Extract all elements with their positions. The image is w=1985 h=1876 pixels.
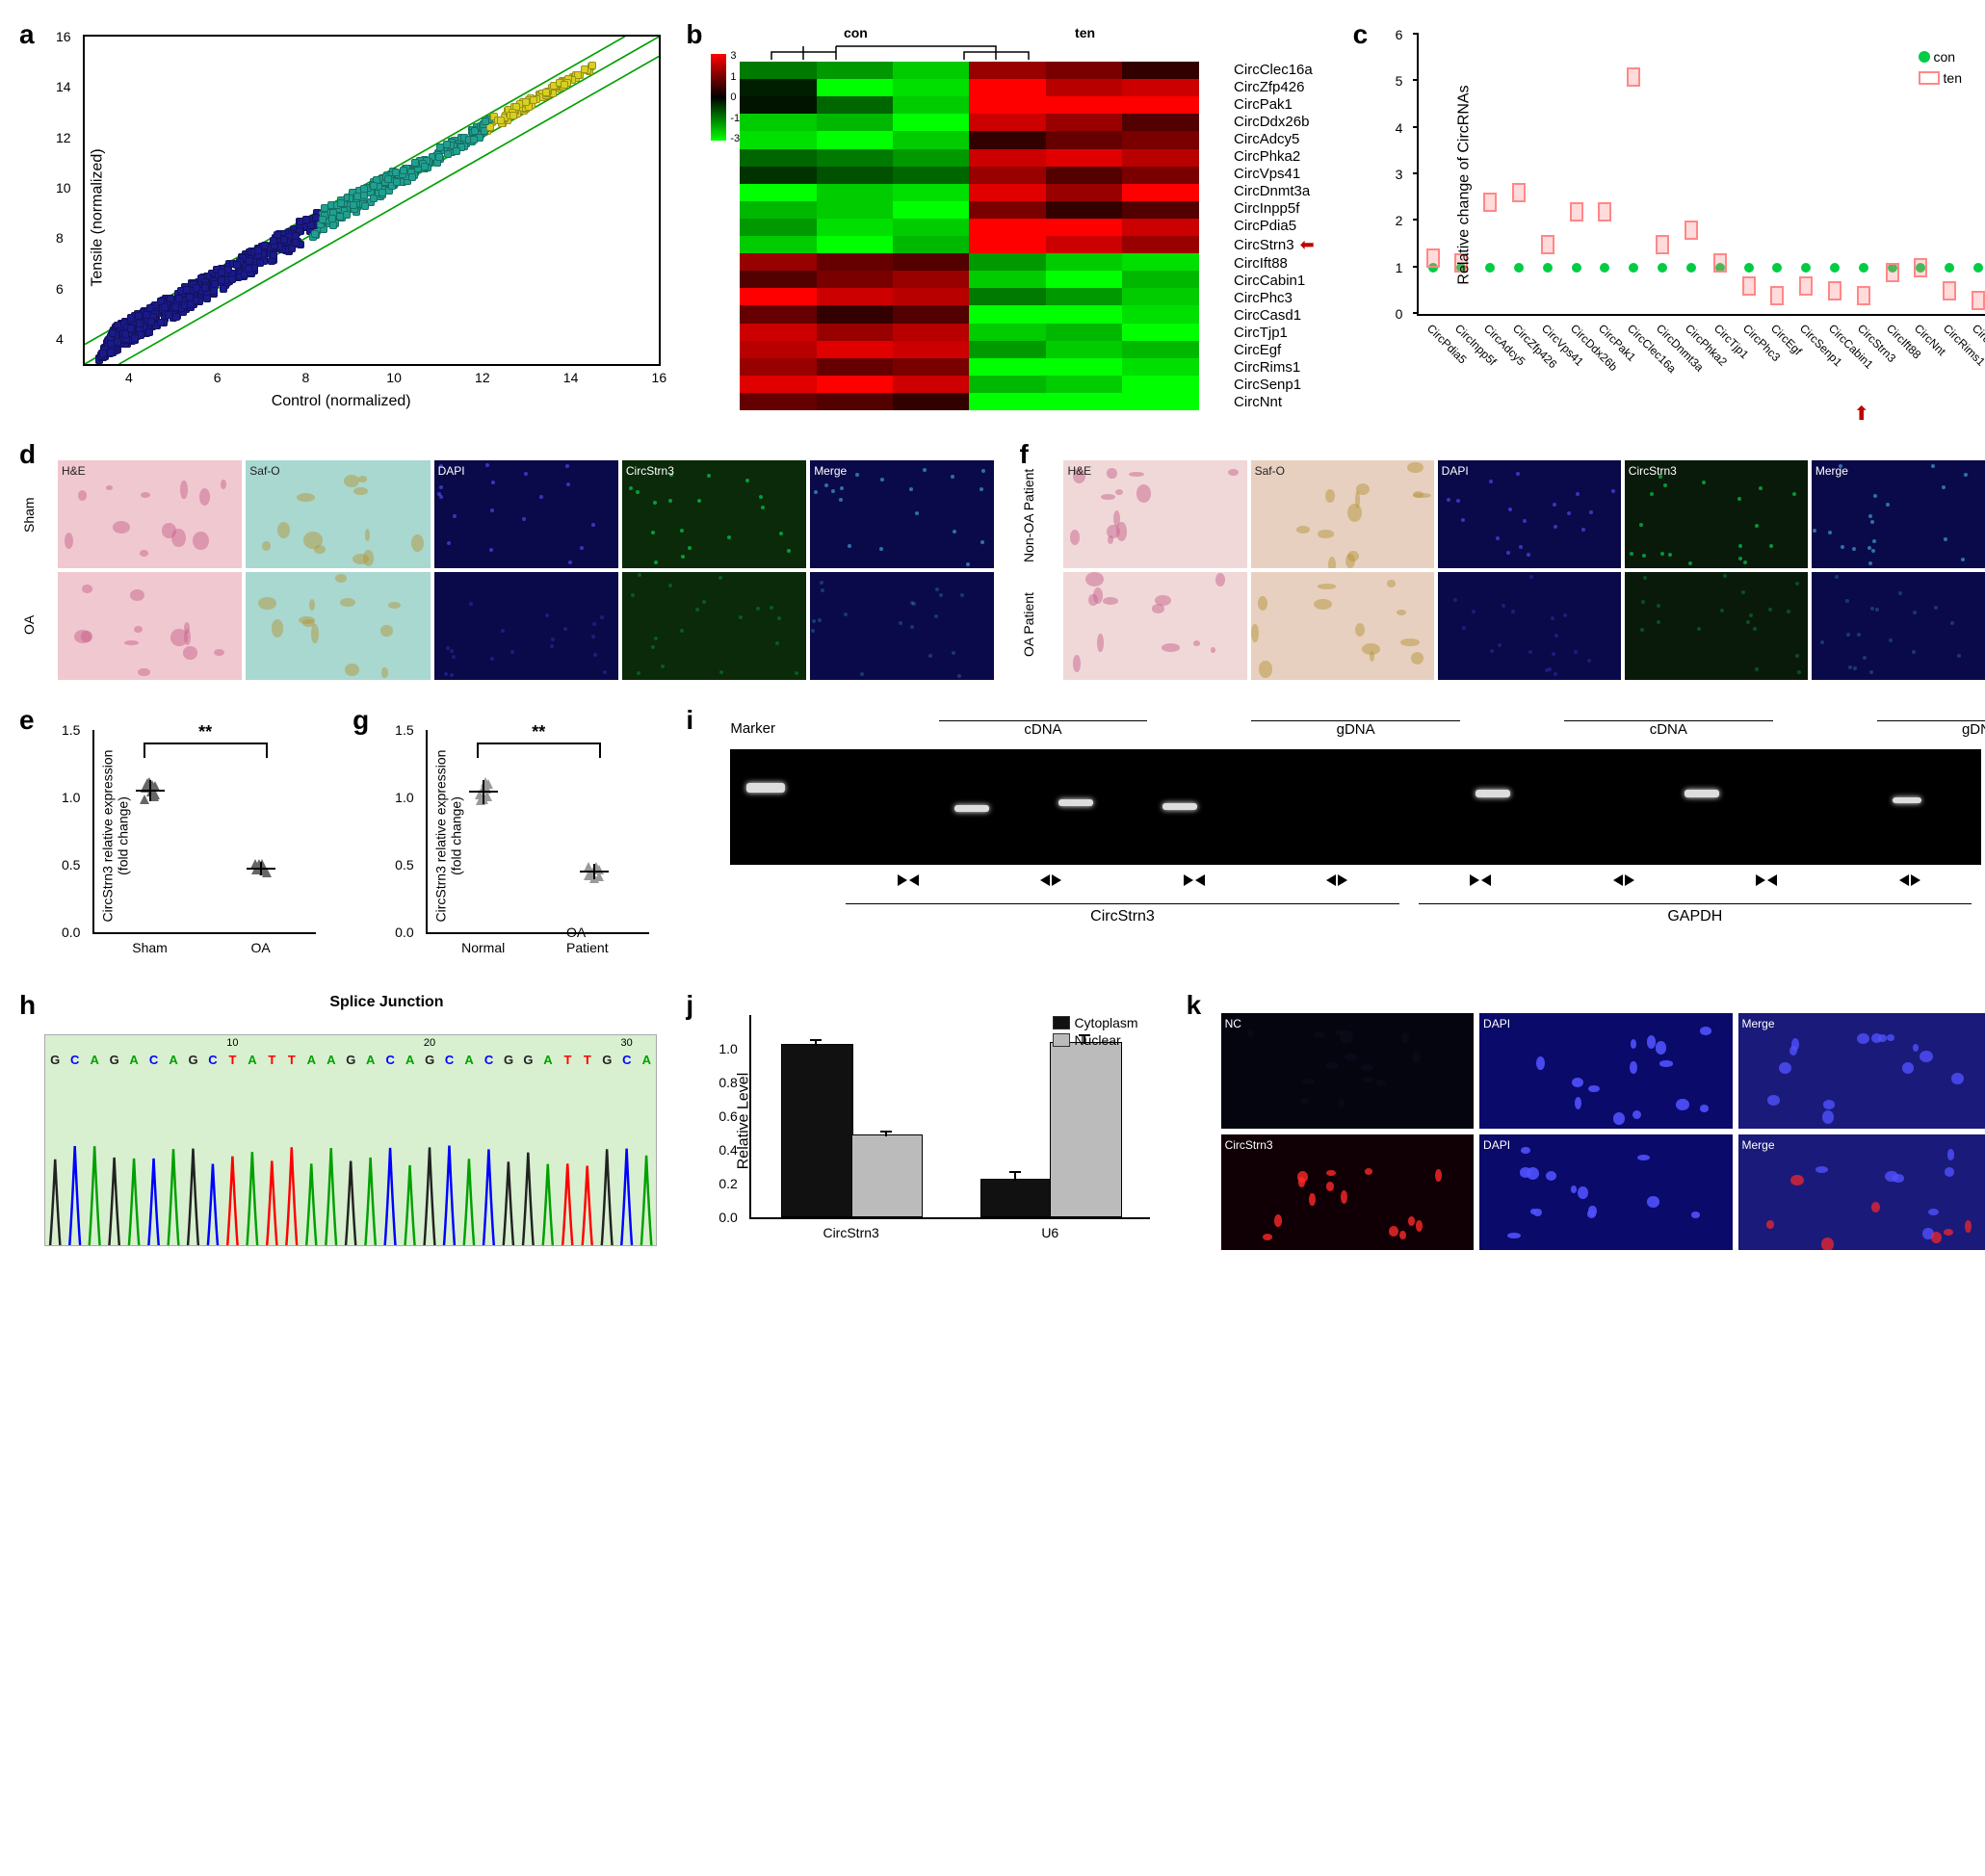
- gene-label: CircEgf: [1234, 341, 1315, 358]
- micrograph-grid-f: H&ESaf-ODAPICircStrn3Merge: [1063, 460, 1985, 680]
- dotplot: 0123456: [1417, 35, 1985, 316]
- scatter-plot: 4466881010121214141616: [83, 35, 661, 366]
- gene-label: CircPhc3: [1234, 289, 1315, 306]
- panel-j-label: j: [686, 990, 693, 1021]
- gene-label: CircCasd1: [1234, 306, 1315, 324]
- panel-d-label: d: [19, 439, 36, 470]
- gene-label: CircRims1: [1234, 358, 1315, 376]
- gene-label: CircZfp426: [1234, 79, 1315, 96]
- gene-label: CircClec16a: [1234, 62, 1315, 79]
- panel-d: d H&ESaf-ODAPICircStrn3Merge Sham OA: [15, 435, 1000, 686]
- gene-label: CircPdia5: [1234, 218, 1315, 235]
- panel-a-xlabel: Control (normalized): [272, 393, 411, 410]
- panel-e-label: e: [19, 705, 35, 736]
- gene-label: CircDdx26b: [1234, 114, 1315, 131]
- splice-junction-title: Splice Junction: [329, 994, 443, 1011]
- heatmap-colorbar: [711, 54, 726, 141]
- colorbar-ticks: 3 1 0 -1 -3: [730, 50, 740, 144]
- panel-g-ylabel: CircStrn3 relative expression(fold chang…: [433, 750, 464, 923]
- panel-c-label: c: [1353, 19, 1369, 50]
- panel-e-ylabel: CircStrn3 relative expression(fold chang…: [99, 750, 130, 923]
- gel-top-labels: MarkercDNAgDNAcDNAgDNA: [730, 720, 1981, 738]
- arrow-icon: ⬆: [1853, 402, 1869, 426]
- panel-e: e 0.00.51.01.5ShamOA** CircStrn3 relativ…: [15, 701, 333, 971]
- legend-cytoplasm: Cytoplasm: [1053, 1015, 1137, 1030]
- panel-c-ylabel: Relative change of CircRNAs: [1455, 86, 1473, 285]
- panel-k-label: k: [1187, 990, 1202, 1021]
- gene-label: CircCabin1: [1234, 272, 1315, 289]
- gene-label: CircSenp1: [1234, 376, 1315, 393]
- micrograph-grid-d: H&ESaf-ODAPICircStrn3Merge: [58, 460, 994, 680]
- gene-label: CircVps41: [1234, 166, 1315, 183]
- gene-label: CircAdcy5: [1234, 131, 1315, 148]
- panel-f: f H&ESaf-ODAPICircStrn3Merge Non-OA Pati…: [1015, 435, 1985, 686]
- gene-label: CircNnt: [1234, 393, 1315, 410]
- primer-arrows: [836, 874, 1981, 886]
- heatmap-gene-labels: CircClec16aCircZfp426CircPak1CircDdx26bC…: [1234, 62, 1315, 410]
- panel-b: b con ten CircClec16aCircZfp426CircPak1C…: [682, 15, 1333, 420]
- panel-a-label: a: [19, 19, 35, 50]
- gel-bottom-labels: CircStrn3 GAPDH: [836, 903, 1981, 925]
- gel-image: [730, 749, 1981, 865]
- panel-g-label: g: [353, 705, 369, 736]
- arrow-icon: ⬅: [1300, 235, 1315, 255]
- panel-h: h Splice Junction 102030GCAGACAGCTATTAAG…: [15, 986, 666, 1256]
- gene-label: CircPhka2: [1234, 148, 1315, 166]
- panel-j-legend: Cytoplasm Nuclear: [1053, 1015, 1137, 1048]
- panel-b-label: b: [686, 19, 702, 50]
- legend-ten: ten: [1919, 70, 1962, 86]
- panel-c-legend: con ten: [1919, 49, 1962, 86]
- fluorescence-grid: NCDAPIMergeCircStrn3DAPIMerge: [1221, 1013, 1985, 1250]
- panel-h-label: h: [19, 990, 36, 1021]
- dendrogram: [740, 40, 1198, 62]
- heatmap-group-labels: con ten: [740, 25, 1198, 40]
- gene-label: CircIft88: [1234, 255, 1315, 273]
- panel-i-label: i: [686, 705, 693, 736]
- panel-a-ylabel: Tensile (normalized): [90, 148, 107, 286]
- panel-f-label: f: [1019, 439, 1028, 470]
- panel-i: i MarkercDNAgDNAcDNAgDNA CircStrn3 GAPDH: [682, 701, 1985, 971]
- panel-a: a 4466881010121214141616 Control (normal…: [15, 15, 666, 420]
- panel-c: c 0123456 Relative change of CircRNAs co…: [1349, 15, 1985, 420]
- panel-j-ylabel: Relative Level: [736, 1073, 753, 1170]
- gene-label: CircInpp5f: [1234, 200, 1315, 218]
- legend-nuclear: Nuclear: [1053, 1032, 1137, 1048]
- panel-k: k NCDAPIMergeCircStrn3DAPIMerge: [1183, 986, 1985, 1256]
- gene-label: CircPak1: [1234, 96, 1315, 114]
- gene-label: CircTjp1: [1234, 324, 1315, 341]
- panel-d-rowlabels: Sham OA: [21, 460, 37, 680]
- panel-g: g 0.00.51.01.5NormalOA Patient** CircStr…: [349, 701, 666, 971]
- heatmap-grid: [740, 62, 1198, 410]
- panel-j: j 0.00.20.40.60.81.0CircStrn3U6 Relative…: [682, 986, 1166, 1256]
- gene-label: CircDnmt3a: [1234, 183, 1315, 200]
- panel-f-rowlabels: Non-OA Patient OA Patient: [1021, 460, 1036, 680]
- chromatogram: 102030GCAGACAGCTATTAAGACAGCACGGATTGCA↓: [44, 1034, 657, 1246]
- panel-c-xcats: CircPdia5CircInpp5fCircAdcy5CircZfp426Ci…: [1417, 319, 1985, 420]
- gene-label: CircStrn3⬅: [1234, 235, 1315, 255]
- legend-con: con: [1919, 49, 1962, 65]
- figure-root: a 4466881010121214141616 Control (normal…: [15, 15, 1985, 1256]
